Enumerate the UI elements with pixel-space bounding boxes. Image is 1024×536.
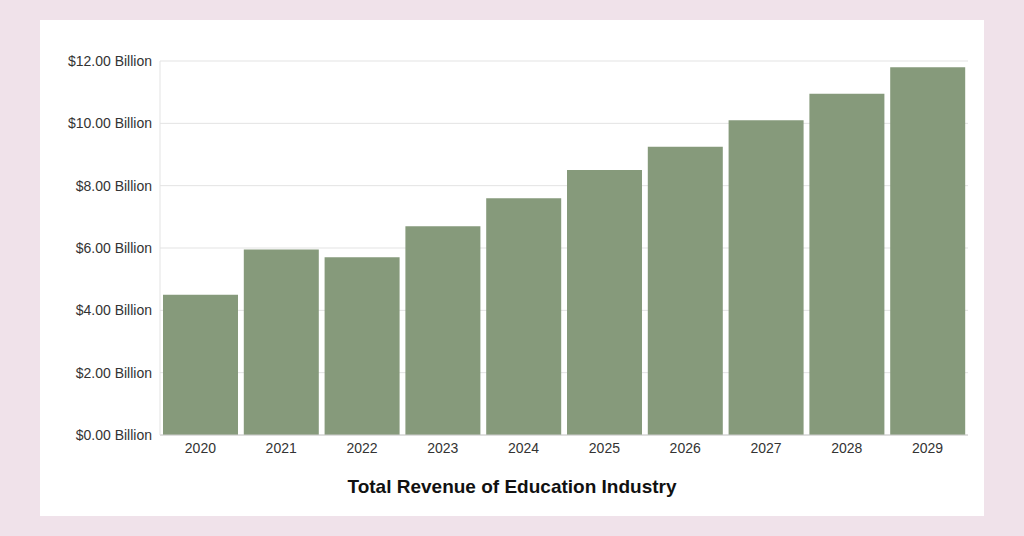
svg-text:2025: 2025 bbox=[589, 440, 620, 456]
svg-text:2021: 2021 bbox=[266, 440, 297, 456]
svg-text:2027: 2027 bbox=[750, 440, 781, 456]
svg-text:2029: 2029 bbox=[912, 440, 943, 456]
svg-text:$2.00 Billion: $2.00 Billion bbox=[76, 365, 152, 381]
svg-text:2028: 2028 bbox=[831, 440, 862, 456]
svg-text:$4.00 Billion: $4.00 Billion bbox=[76, 302, 152, 318]
svg-text:$0.00 Billion: $0.00 Billion bbox=[76, 427, 152, 443]
svg-text:2026: 2026 bbox=[670, 440, 701, 456]
svg-text:2023: 2023 bbox=[427, 440, 458, 456]
svg-text:$8.00 Billion: $8.00 Billion bbox=[76, 178, 152, 194]
svg-text:$10.00 Billion: $10.00 Billion bbox=[68, 115, 152, 131]
svg-text:2024: 2024 bbox=[508, 440, 539, 456]
svg-text:$12.00 Billion: $12.00 Billion bbox=[68, 53, 152, 69]
svg-text:2022: 2022 bbox=[346, 440, 377, 456]
svg-text:$6.00 Billion: $6.00 Billion bbox=[76, 240, 152, 256]
html-text:Total Revenue of Education Ind: Total Revenue of Education Industry bbox=[347, 476, 677, 497]
svg-text:2020: 2020 bbox=[185, 440, 216, 456]
